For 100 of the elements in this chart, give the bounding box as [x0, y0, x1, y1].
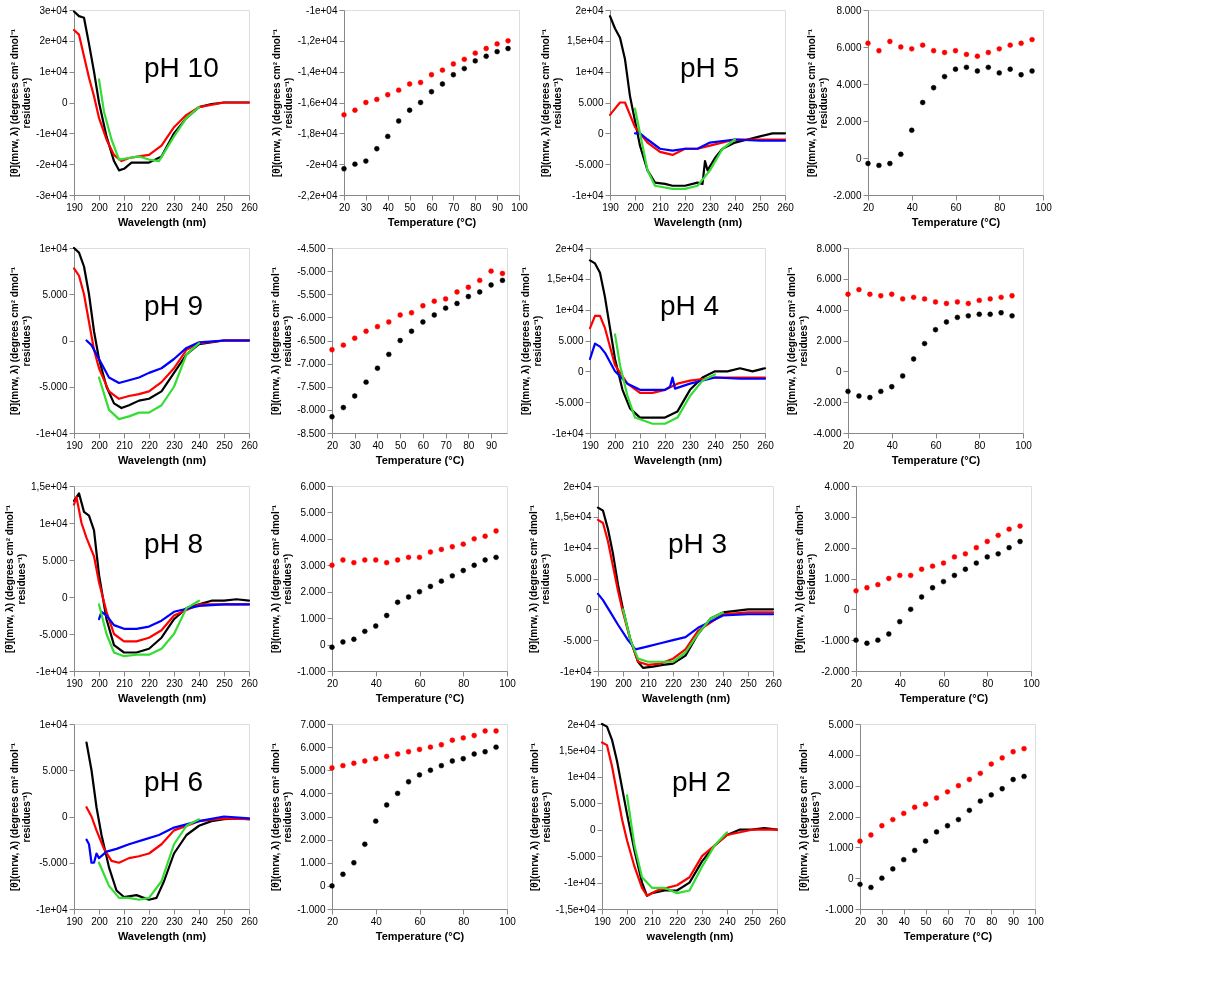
- y-tick-label: 1e+04: [567, 771, 596, 783]
- point: [922, 838, 929, 844]
- x-axis-title: Temperature (°C): [899, 691, 989, 704]
- point: [911, 847, 918, 854]
- y-tick-label: -1,8e+04: [297, 127, 338, 139]
- y-tick-label: 5.000: [578, 97, 604, 108]
- x-axis-title: Temperature (°C): [903, 929, 993, 942]
- point: [449, 544, 456, 550]
- line-series: [633, 132, 787, 152]
- point: [930, 85, 937, 91]
- y-tick-label: 1e+04: [39, 242, 68, 254]
- point: [439, 67, 446, 73]
- point: [408, 310, 415, 316]
- point: [351, 636, 357, 642]
- point: [897, 618, 903, 625]
- point: [857, 881, 863, 888]
- point: [864, 640, 870, 646]
- x-tick-label: 200: [91, 201, 109, 213]
- annotation: pH 10: [144, 52, 219, 84]
- point: [887, 38, 893, 45]
- point: [351, 559, 357, 566]
- point: [929, 585, 936, 591]
- point: [910, 356, 917, 362]
- x-tick-label: 60: [942, 915, 954, 927]
- x-tick-label: 240: [191, 915, 209, 927]
- x-tick-label: 40: [898, 915, 911, 927]
- point: [482, 728, 488, 734]
- y-tick-label: 1e+04: [39, 517, 68, 529]
- y-tick-label: 5.000: [42, 764, 68, 776]
- y-tick-label: 1e+04: [39, 66, 68, 78]
- point: [431, 298, 437, 304]
- line-series: [588, 342, 767, 391]
- point: [865, 40, 871, 46]
- point: [1009, 293, 1015, 299]
- point: [887, 160, 893, 167]
- point: [329, 644, 335, 650]
- point: [1029, 68, 1035, 74]
- point: [966, 807, 973, 814]
- y-tick-label: -1e+04: [564, 877, 596, 889]
- point: [417, 99, 424, 106]
- point: [1021, 773, 1027, 780]
- y-tick-label: -1e+04: [572, 189, 604, 201]
- point: [879, 823, 885, 829]
- y-tick-label: -1.000: [825, 903, 854, 915]
- point: [954, 314, 961, 321]
- line-series: [85, 806, 251, 864]
- x-tick-label: 250: [216, 201, 234, 213]
- point: [941, 49, 948, 56]
- x-axis-title: Temperature (°C): [911, 215, 1001, 228]
- point: [878, 293, 884, 299]
- x-tick-label: 250: [732, 439, 750, 451]
- point: [998, 310, 1004, 316]
- x-tick-label: 190: [66, 439, 84, 451]
- x-tick-label: 190: [594, 915, 612, 927]
- x-tick-label: 260: [777, 201, 795, 213]
- y-tick-label: -1,5e+04: [555, 903, 596, 915]
- y-tick-label: 4.000: [828, 749, 854, 761]
- x-tick-label: 200: [627, 201, 645, 213]
- y-tick-label: 0: [843, 603, 850, 615]
- y-axis-title: [θ](mrw, λ) (degrees cm² dmol⁻¹ residues⁻¹): [9, 742, 33, 892]
- x-tick-label: 250: [216, 677, 234, 689]
- y-tick-label: -2.000: [833, 189, 862, 201]
- x-tick-label: 190: [66, 201, 84, 213]
- line-series: [633, 107, 737, 190]
- line-series: [85, 815, 251, 864]
- x-tick-label: 240: [191, 677, 209, 689]
- x-tick-label: 260: [241, 439, 259, 451]
- y-tick-label: 1,5e+04: [567, 35, 604, 47]
- y-axis-title: [θ](mrw, λ) (degrees cm² dmol⁻¹ residues⁻¹): [794, 504, 818, 654]
- x-tick-label: 60: [930, 439, 942, 451]
- point: [438, 546, 445, 553]
- point: [867, 291, 873, 297]
- point: [1009, 313, 1015, 319]
- point: [995, 532, 1001, 539]
- y-tick-label: 0: [319, 639, 326, 651]
- x-tick-label: 100: [511, 201, 529, 213]
- x-tick-label: 200: [91, 677, 109, 689]
- point: [363, 379, 369, 385]
- point: [984, 554, 990, 560]
- point: [976, 311, 982, 317]
- point: [1010, 749, 1016, 755]
- point: [922, 801, 929, 807]
- point: [940, 578, 947, 585]
- point: [856, 393, 862, 399]
- x-tick-label: 210: [116, 201, 134, 213]
- point: [998, 294, 1004, 301]
- point: [493, 528, 499, 534]
- point: [471, 732, 477, 739]
- point: [995, 551, 1001, 557]
- x-tick-label: 250: [216, 915, 234, 927]
- x-tick-label: 240: [715, 677, 733, 689]
- y-tick-label: -8.500: [297, 427, 326, 439]
- x-tick-label: 40: [372, 439, 384, 451]
- point: [918, 594, 925, 600]
- y-tick-label: -4.000: [813, 427, 842, 439]
- y-tick-label: -5.000: [39, 381, 68, 393]
- x-tick-label: 230: [682, 439, 700, 451]
- point: [416, 772, 423, 778]
- point: [919, 99, 926, 106]
- point: [405, 749, 412, 755]
